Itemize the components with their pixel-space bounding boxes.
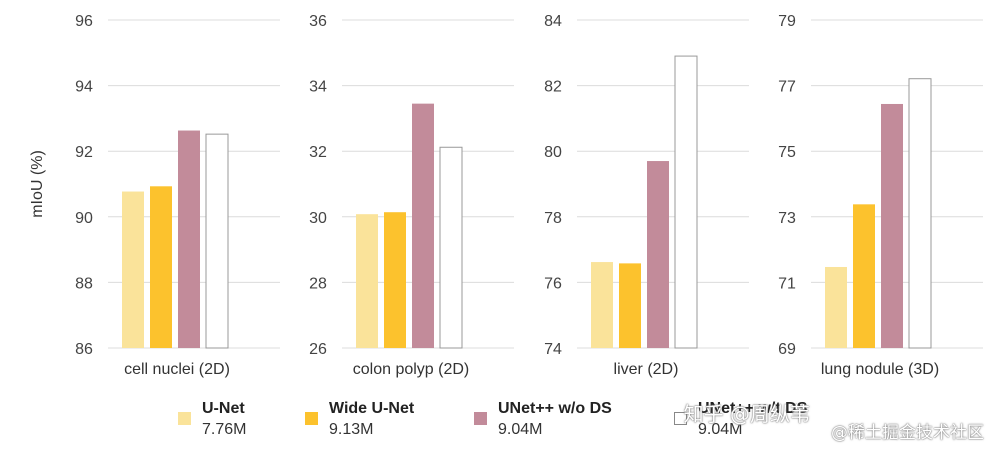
y-tick-label: 30 [309, 210, 327, 227]
y-axis-label: mIoU (%) [29, 150, 46, 218]
legend-swatch-unetpp-wt-ds [674, 412, 687, 425]
y-tick-label: 79 [778, 13, 796, 30]
panel-2: 26 28 30 32 34 36 colon polyp (2D) [309, 13, 514, 378]
y-tick-label: 86 [75, 341, 93, 358]
legend: U-Net 7.76M Wide U-Net 9.13M UNet++ w/o … [0, 400, 1000, 450]
legend-params-unet: 7.76M [202, 421, 247, 438]
panel-1: 86 88 90 92 94 96 cell nuclei (2D) [75, 13, 280, 378]
y-tick-label: 96 [75, 13, 93, 30]
bar-unetpp-wo-ds [881, 103, 903, 348]
y-tick-label: 88 [75, 275, 93, 292]
panel-3: 74 76 78 80 82 84 liver (2D) [544, 13, 749, 378]
bar-unet [356, 214, 378, 348]
category-label: colon polyp (2D) [353, 361, 470, 378]
bar-unetpp-wt-ds [908, 78, 932, 349]
bar-unet [122, 191, 144, 348]
panel-4: 69 71 73 75 77 79 lung nodule (3D) [778, 13, 983, 378]
y-tick-label: 69 [778, 341, 796, 358]
y-tick-label: 32 [309, 144, 327, 161]
y-tick-label: 26 [309, 341, 327, 358]
bar-unet [591, 262, 613, 348]
bar-unetpp-wo-ds [178, 130, 200, 348]
legend-swatch-unetpp-wo-ds [474, 412, 487, 425]
bar-unet [825, 266, 847, 348]
y-tick-label: 92 [75, 144, 93, 161]
y-tick-label: 71 [778, 275, 796, 292]
legend-label-wide-unet: Wide U-Net [329, 400, 415, 417]
legend-swatch-unet [178, 412, 191, 425]
legend-label-unetpp-wo-ds: UNet++ w/o DS [498, 400, 612, 417]
y-tick-label: 78 [544, 210, 562, 227]
y-tick-label: 34 [309, 79, 327, 96]
bar-wide-unet [853, 204, 875, 348]
y-tick-label: 82 [544, 79, 562, 96]
bar-unetpp-wt-ds [439, 146, 463, 349]
bar-unetpp-wo-ds [647, 161, 669, 348]
legend-params-unetpp-wt-ds: 9.04M [698, 421, 743, 438]
category-label: liver (2D) [614, 361, 679, 378]
y-tick-label: 94 [75, 79, 93, 96]
watermark-juejin: @稀土掘金技术社区 [831, 423, 984, 443]
bar-wide-unet [384, 212, 406, 348]
bar-wide-unet [619, 263, 641, 348]
watermark-zhihu: 知乎 @周纵苇 [683, 402, 810, 426]
legend-params-wide-unet: 9.13M [329, 421, 374, 438]
legend-label-unet: U-Net [202, 400, 245, 417]
y-tick-label: 76 [544, 275, 562, 292]
y-tick-label: 84 [544, 13, 562, 30]
y-tick-label: 90 [75, 210, 93, 227]
bar-wide-unet [150, 186, 172, 348]
y-tick-label: 74 [544, 341, 562, 358]
bar-unetpp-wt-ds [205, 133, 229, 349]
y-tick-label: 28 [309, 275, 327, 292]
legend-label-unetpp-wt-ds: UNet++ w/t DS [698, 400, 808, 417]
legend-swatch-wide-unet [305, 412, 318, 425]
y-tick-label: 77 [778, 79, 796, 96]
legend-params-unetpp-wo-ds: 9.04M [498, 421, 543, 438]
bar-unetpp-wt-ds [674, 55, 698, 349]
y-tick-label: 73 [778, 210, 796, 227]
category-label: lung nodule (3D) [821, 361, 939, 378]
y-tick-label: 80 [544, 144, 562, 161]
category-label: cell nuclei (2D) [124, 361, 230, 378]
y-tick-label: 36 [309, 13, 327, 30]
bar-unetpp-wo-ds [412, 103, 434, 348]
y-tick-label: 75 [778, 144, 796, 161]
